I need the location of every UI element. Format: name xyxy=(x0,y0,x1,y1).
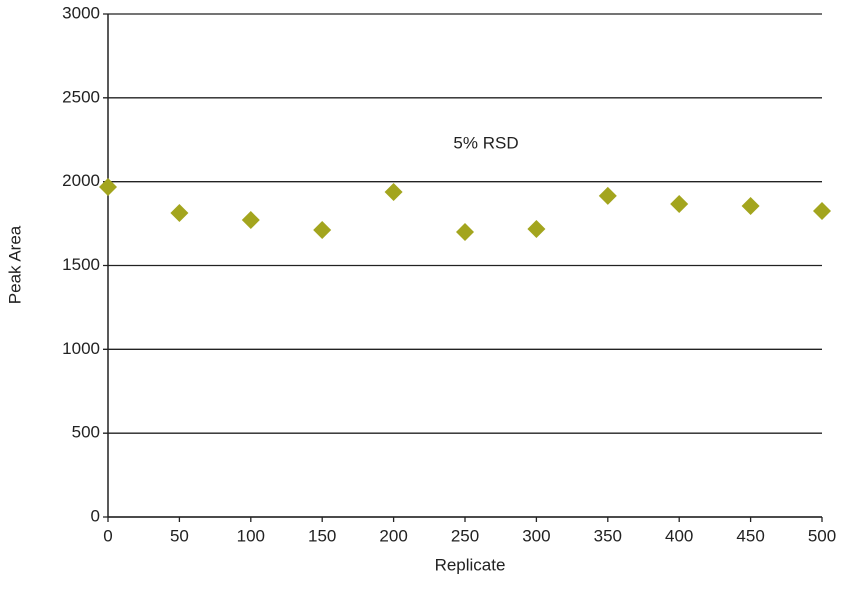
y-tick-label: 2500 xyxy=(62,87,100,106)
point xyxy=(813,202,831,221)
x-axis-label: Replicate xyxy=(435,555,506,574)
point xyxy=(99,178,117,197)
point xyxy=(313,220,332,239)
x-tick-label: 250 xyxy=(451,526,479,545)
x-tick-label: 200 xyxy=(379,526,407,545)
point xyxy=(670,194,689,213)
x-tick-label: 500 xyxy=(808,526,836,545)
x-tick-label: 300 xyxy=(522,526,550,545)
point xyxy=(170,204,189,223)
y-tick-label: 2000 xyxy=(62,171,100,190)
annotation: 5% RSD xyxy=(453,133,518,152)
y-axis-label: Peak Area xyxy=(5,225,24,304)
point xyxy=(241,211,260,230)
y-tick-label: 1000 xyxy=(62,339,100,358)
point xyxy=(384,183,403,202)
x-tick-label: 0 xyxy=(103,526,112,545)
x-tick-label: 350 xyxy=(594,526,622,545)
y-tick-label: 3000 xyxy=(62,3,100,22)
y-tick-label: 500 xyxy=(72,423,100,442)
x-tick-label: 400 xyxy=(665,526,693,545)
point xyxy=(527,219,546,238)
y-tick-label: 1500 xyxy=(62,255,100,274)
x-tick-label: 100 xyxy=(237,526,265,545)
x-tick-label: 450 xyxy=(736,526,764,545)
point xyxy=(741,196,760,215)
x-tick-label: 150 xyxy=(308,526,336,545)
point xyxy=(456,222,474,241)
x-tick-label: 50 xyxy=(170,526,189,545)
y-tick-label: 0 xyxy=(91,506,100,525)
point xyxy=(598,186,617,205)
